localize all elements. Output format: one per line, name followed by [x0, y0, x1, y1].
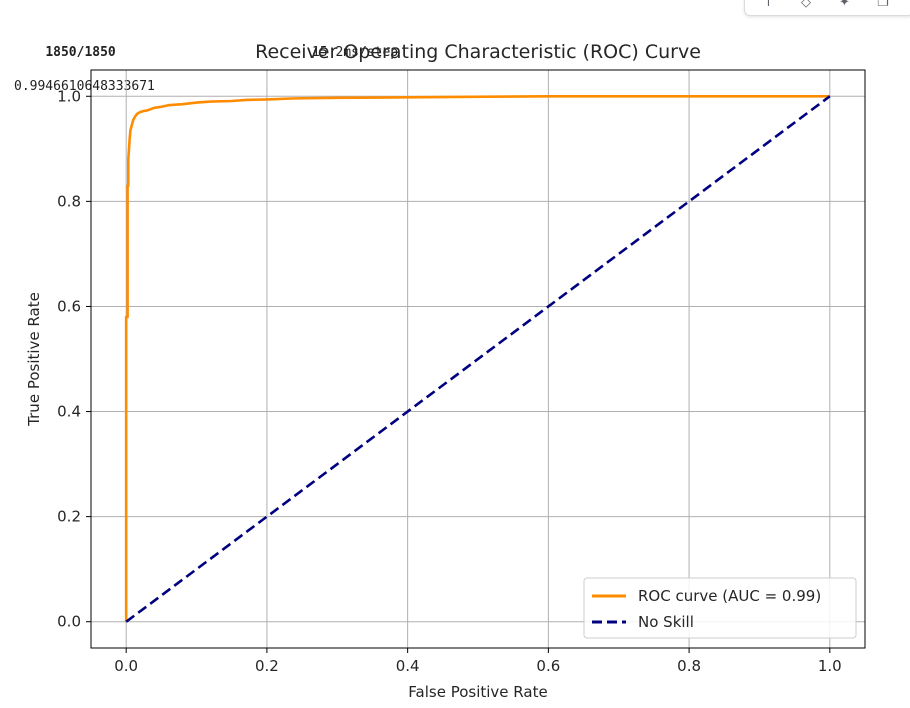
auc-output: 0.9946610648333671 — [14, 79, 155, 94]
y-tick-label: 0.0 — [57, 613, 81, 631]
axes-frame — [90, 69, 866, 649]
progress-status: 15 2ms/step — [312, 45, 399, 60]
x-tick-label: 0.4 — [396, 657, 420, 675]
y-tick-label: 0.4 — [57, 403, 81, 421]
ticks: 0.0 0.2 0.4 0.6 0.8 1.0 0.0 0.2 0.4 0.6 0.8 1.0 — [57, 87, 842, 675]
x-tick-label: 0.6 — [536, 657, 560, 675]
y-tick-label: 0.2 — [57, 508, 81, 526]
no-skill-line — [125, 95, 831, 623]
arrow-up-icon[interactable]: ↑ — [763, 0, 774, 10]
link-icon[interactable]: ◇ — [801, 0, 811, 10]
cell-output: 1850/1850 15 2ms/step 0.9946610648333671 — [14, 0, 398, 112]
cell-toolbar: ↑ ◇ ✦ ❐ — [744, 0, 910, 16]
progress-count: 1850/1850 — [45, 45, 116, 60]
legend-box — [583, 577, 857, 639]
x-tick-label: 0.0 — [114, 657, 138, 675]
x-tick-label: 0.2 — [255, 657, 279, 675]
y-axis-label: True Positive Rate — [25, 292, 43, 427]
chart-title: Receiver Operating Characteristic (ROC) … — [255, 41, 701, 63]
roc-curve-line — [124, 94, 830, 622]
legend-label-no-skill: No Skill — [638, 613, 694, 631]
legend-label-roc: ROC curve (AUC = 0.99) — [638, 587, 821, 605]
y-tick-label: 0.6 — [57, 297, 81, 315]
legend: ROC curve (AUC = 0.99) No Skill — [583, 577, 857, 639]
x-tick-label: 0.8 — [677, 657, 701, 675]
y-tick-label: 0.8 — [57, 192, 81, 210]
series-layer — [124, 94, 831, 623]
y-tick-label: 1.0 — [57, 87, 81, 105]
x-tick-label: 1.0 — [818, 657, 842, 675]
copy-icon[interactable]: ❐ — [877, 0, 889, 10]
x-axis-label: False Positive Rate — [408, 683, 547, 701]
sparkle-icon[interactable]: ✦ — [839, 0, 850, 10]
